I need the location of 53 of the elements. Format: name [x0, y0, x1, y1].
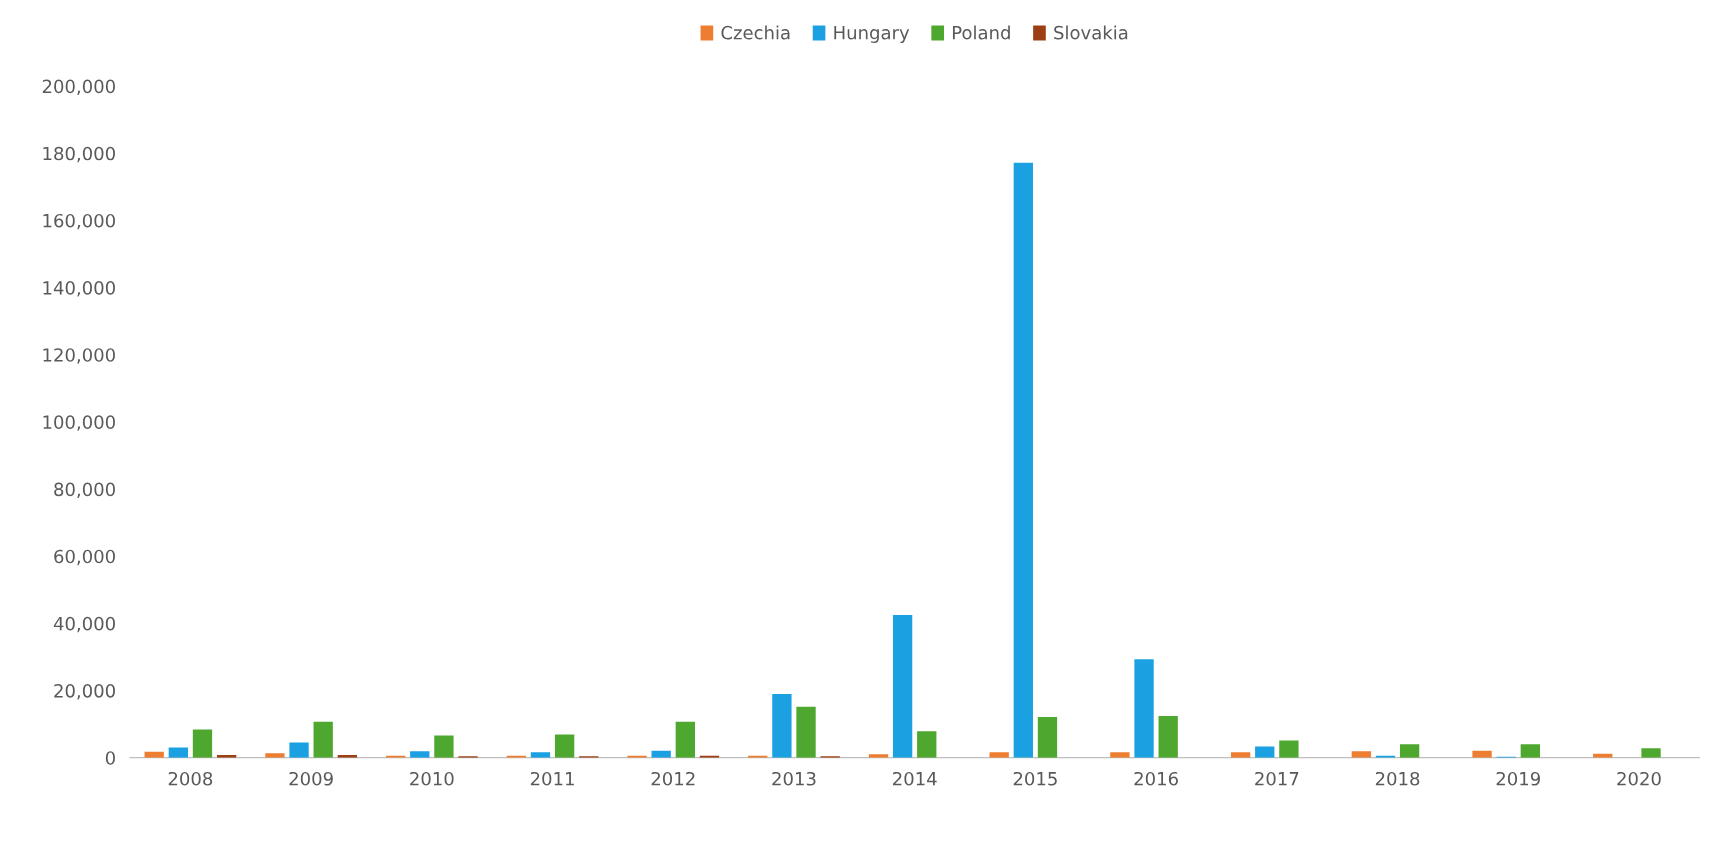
bar [1399, 744, 1420, 758]
bar [554, 734, 575, 758]
x-tick-label: 2010 [410, 771, 454, 786]
bar [989, 752, 1009, 758]
y-tick-label: 80,000 [54, 482, 115, 499]
bar [892, 614, 913, 758]
x-tick-label: 2009 [289, 771, 333, 786]
bar [289, 742, 309, 758]
y-tick-label: 180,000 [43, 146, 115, 163]
bar [675, 721, 695, 758]
y-tick-label: 0 [105, 751, 115, 765]
bar [530, 752, 551, 758]
y-tick-label: 200,000 [42, 79, 115, 96]
y-tick-label: 60,000 [54, 549, 115, 566]
x-tick-label: 2011 [530, 771, 574, 786]
x-tick-label: 2012 [651, 771, 695, 786]
bar [1641, 748, 1661, 758]
x-tick-label: 2014 [893, 771, 937, 786]
bar [796, 706, 816, 758]
bar [1351, 751, 1371, 758]
y-tick-label: 120,000 [43, 348, 115, 364]
y-tick-label: 20,000 [54, 683, 115, 700]
bar [1037, 717, 1058, 758]
legend-label: Slovakia [1054, 25, 1128, 40]
bar [434, 735, 454, 758]
x-tick-label: 2015 [1013, 771, 1057, 786]
y-tick-label: 160,000 [43, 213, 115, 230]
bar [192, 729, 213, 758]
x-tick-label: 2017 [1255, 771, 1299, 786]
bar [1230, 752, 1251, 758]
x-tick-label: 2013 [772, 771, 816, 786]
bar [1110, 752, 1130, 758]
legend-label: Hungary [834, 26, 910, 43]
bar [265, 753, 285, 758]
bar [1279, 740, 1299, 758]
x-tick-label: 2020 [1617, 771, 1661, 786]
y-tick-label: 140,000 [43, 281, 115, 297]
x-tick-label: 2019 [1496, 771, 1540, 786]
bar [410, 751, 430, 758]
bar [313, 721, 333, 758]
bar [1520, 744, 1540, 758]
bar [1134, 659, 1154, 758]
legend-label: Poland [952, 25, 1010, 40]
y-tick-label: 40,000 [53, 616, 115, 633]
bar [917, 731, 937, 758]
x-tick-label: 2016 [1134, 771, 1178, 786]
bar [1013, 162, 1033, 758]
bar [1158, 716, 1178, 758]
legend-label: Czechia [721, 25, 790, 40]
x-tick-label: 2018 [1375, 771, 1420, 786]
y-tick-label: 100,000 [43, 415, 115, 431]
bar [772, 693, 792, 758]
x-tick-label: 2008 [168, 771, 213, 786]
